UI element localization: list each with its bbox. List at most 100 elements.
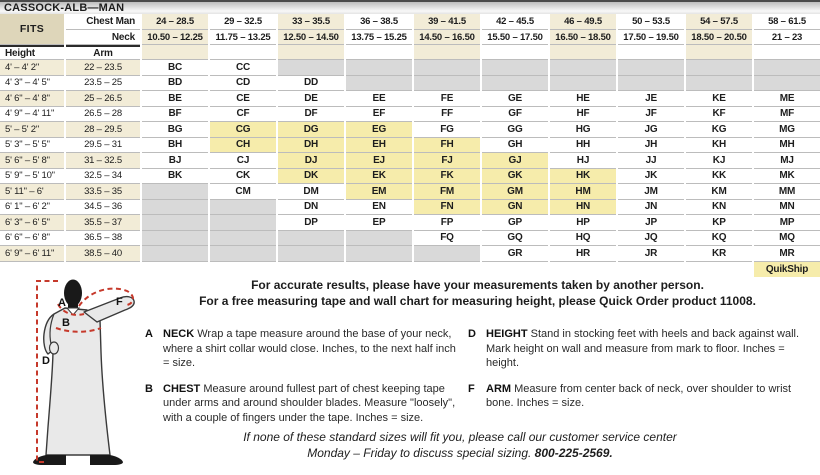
size-cell: EN bbox=[346, 200, 412, 215]
size-cell-unavailable bbox=[414, 60, 480, 76]
instruction-body: Stand in stocking feet with heels and ba… bbox=[486, 328, 800, 369]
size-cell-unavailable bbox=[618, 60, 684, 76]
cassock-figure-drawing: A B D F bbox=[33, 279, 135, 465]
size-cell: JP bbox=[618, 215, 684, 231]
size-cell: CJ bbox=[210, 153, 276, 169]
figure-label-arm: F bbox=[116, 296, 123, 308]
header-spacer bbox=[754, 45, 820, 60]
arm-value: 23.5 – 25 bbox=[66, 76, 140, 91]
size-cell: CM bbox=[210, 184, 276, 200]
size-cell: GN bbox=[482, 199, 548, 215]
size-cell-unavailable bbox=[278, 230, 344, 246]
arm-value: 36.5 – 38 bbox=[66, 231, 140, 246]
footer-line-2: Monday – Friday to discuss special sizin… bbox=[110, 445, 810, 461]
instruction-body: Measure around fullest part of chest kee… bbox=[163, 382, 456, 424]
neck-range: 12.50 – 14.50 bbox=[278, 30, 344, 45]
size-cell: GG bbox=[482, 122, 548, 138]
left-hand bbox=[48, 341, 60, 355]
neck-range: 21 – 23 bbox=[754, 30, 820, 45]
header-spacer bbox=[618, 45, 684, 60]
size-cell: BC bbox=[142, 60, 208, 76]
size-cell: KE bbox=[686, 91, 752, 107]
header-spacer bbox=[278, 45, 344, 60]
size-cell: GF bbox=[482, 107, 548, 122]
instruction-chest: B CHEST Measure around fullest part of c… bbox=[145, 382, 463, 426]
size-cell-unavailable bbox=[686, 75, 752, 91]
instruction-arm: F ARM Measure from center back of neck, … bbox=[468, 382, 816, 411]
figure-label-chest: B bbox=[62, 317, 70, 329]
instruction-text: HEIGHT Stand in stocking feet with heels… bbox=[486, 327, 816, 371]
special-sizing-note: If none of these standard sizes will fit… bbox=[110, 429, 810, 461]
size-cell: KF bbox=[686, 107, 752, 122]
arm-label: Arm bbox=[66, 45, 140, 60]
height-value: 6' 9" – 6' 11" bbox=[0, 246, 64, 262]
size-cell: DK bbox=[278, 168, 344, 184]
measurement-notes: For accurate results, please have your m… bbox=[135, 278, 820, 309]
instructions-left-column: A NECK Wrap a tape measure around the ba… bbox=[145, 327, 463, 436]
arm-measure-line bbox=[78, 287, 134, 307]
size-cell: KK bbox=[686, 169, 752, 184]
size-cell: DH bbox=[278, 137, 344, 153]
size-cell-unavailable bbox=[482, 75, 548, 91]
instruction-term: HEIGHT bbox=[486, 328, 528, 340]
size-cell: JK bbox=[618, 169, 684, 184]
size-cell-unavailable bbox=[346, 230, 412, 246]
size-cell: BH bbox=[142, 138, 208, 153]
chest-range: 29 – 32.5 bbox=[210, 14, 276, 30]
neck-range: 13.75 – 15.25 bbox=[346, 30, 412, 45]
instruction-letter: D bbox=[468, 328, 476, 340]
fits-label: FITS bbox=[0, 14, 64, 45]
header-spacer bbox=[142, 45, 208, 60]
header-spacer bbox=[210, 45, 276, 60]
size-cell: EH bbox=[346, 137, 412, 153]
size-cell-unavailable bbox=[346, 246, 412, 262]
size-cell-unavailable bbox=[210, 199, 276, 215]
chest-range: 46 – 49.5 bbox=[550, 14, 616, 30]
size-cell: KG bbox=[686, 122, 752, 138]
size-cell: MN bbox=[754, 200, 820, 215]
size-cell: BK bbox=[142, 169, 208, 184]
size-cell: MQ bbox=[754, 231, 820, 246]
head bbox=[64, 279, 82, 307]
size-cell: CK bbox=[210, 169, 276, 184]
size-cell: FE bbox=[414, 91, 480, 107]
size-cell: EP bbox=[346, 215, 412, 231]
size-cell: KN bbox=[686, 200, 752, 215]
size-cell-unavailable bbox=[142, 199, 208, 215]
size-cell: HP bbox=[550, 215, 616, 231]
size-cell: GQ bbox=[482, 231, 548, 246]
robe-body bbox=[43, 307, 111, 456]
size-cell-unavailable bbox=[550, 60, 616, 76]
neck-range: 17.50 – 19.50 bbox=[618, 30, 684, 45]
size-cell-unavailable bbox=[142, 246, 208, 262]
header-spacer bbox=[686, 45, 752, 60]
size-cell: CC bbox=[210, 60, 276, 76]
size-cell: GP bbox=[482, 215, 548, 231]
size-cell: CF bbox=[210, 107, 276, 122]
size-cell: HQ bbox=[550, 231, 616, 246]
instruction-text: ARM Measure from center back of neck, ov… bbox=[486, 382, 816, 411]
notes-line-1: For accurate results, please have your m… bbox=[251, 278, 704, 292]
size-cell-unavailable bbox=[754, 75, 820, 91]
instruction-text: CHEST Measure around fullest part of che… bbox=[163, 382, 463, 426]
left-sleeve-line bbox=[49, 313, 55, 345]
size-cell: DG bbox=[278, 122, 344, 138]
size-cell: GJ bbox=[482, 153, 548, 169]
chest-range: 58 – 61.5 bbox=[754, 14, 820, 30]
size-cell: HR bbox=[550, 246, 616, 262]
height-value: 6' 6" – 6' 8" bbox=[0, 231, 64, 246]
size-cell: FN bbox=[414, 199, 480, 215]
size-cell-unavailable bbox=[278, 246, 344, 262]
size-cell: FH bbox=[414, 137, 480, 153]
size-cell-unavailable bbox=[754, 60, 820, 76]
size-cell: FQ bbox=[414, 231, 480, 246]
notes-line-2: For a free measuring tape and wall chart… bbox=[199, 293, 756, 308]
raised-arm bbox=[83, 295, 135, 323]
chest-range: 36 – 38.5 bbox=[346, 14, 412, 30]
neck-measure-line bbox=[57, 303, 85, 316]
size-cell: HE bbox=[550, 91, 616, 107]
size-cell: EG bbox=[346, 122, 412, 138]
size-cell: CE bbox=[210, 91, 276, 107]
size-cell: HG bbox=[550, 122, 616, 138]
size-cell: DJ bbox=[278, 153, 344, 169]
